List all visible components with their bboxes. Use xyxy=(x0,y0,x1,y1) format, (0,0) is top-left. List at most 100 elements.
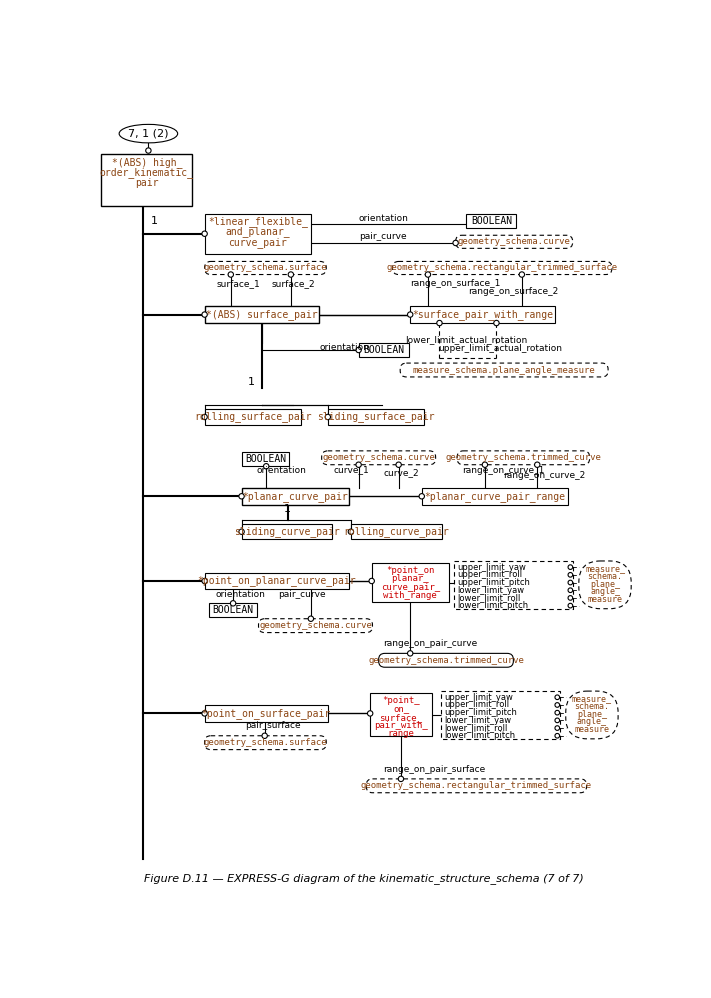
Text: measure_: measure_ xyxy=(585,564,625,573)
Text: curve_2: curve_2 xyxy=(383,468,419,477)
FancyBboxPatch shape xyxy=(259,619,373,633)
Text: upper_limit_roll: upper_limit_roll xyxy=(444,701,509,710)
Text: orientation: orientation xyxy=(215,590,265,599)
Text: geometry_schema.rectangular_trimmed_surface: geometry_schema.rectangular_trimmed_surf… xyxy=(387,263,618,272)
Bar xyxy=(410,306,555,323)
Circle shape xyxy=(407,651,413,656)
Bar xyxy=(205,306,319,323)
Text: geometry_schema.curve: geometry_schema.curve xyxy=(322,453,435,462)
Bar xyxy=(242,524,333,539)
Text: on_: on_ xyxy=(393,705,409,714)
Bar xyxy=(454,561,574,609)
Circle shape xyxy=(369,578,375,584)
Text: rolling_curve_pair: rolling_curve_pair xyxy=(343,526,449,537)
Bar xyxy=(422,488,568,505)
Text: sliding_surface_pair: sliding_surface_pair xyxy=(317,411,434,422)
Circle shape xyxy=(437,320,442,325)
Circle shape xyxy=(202,578,208,584)
Text: lower_limit_actual_rotation: lower_limit_actual_rotation xyxy=(405,334,527,343)
Circle shape xyxy=(568,604,572,608)
Circle shape xyxy=(493,320,499,325)
Text: range_on_surface_1: range_on_surface_1 xyxy=(410,278,501,287)
Text: surface_2: surface_2 xyxy=(272,279,315,288)
Circle shape xyxy=(146,148,151,154)
Text: pair_surface: pair_surface xyxy=(245,722,300,731)
FancyBboxPatch shape xyxy=(366,778,587,792)
Text: *point_on_surface_pair: *point_on_surface_pair xyxy=(202,708,331,719)
Bar xyxy=(358,343,409,357)
Text: pair_with_: pair_with_ xyxy=(374,722,428,731)
Text: *point_on: *point_on xyxy=(386,566,434,575)
Text: BOOLEAN: BOOLEAN xyxy=(245,454,286,464)
Bar xyxy=(205,705,328,722)
Circle shape xyxy=(568,573,572,577)
Text: curve_pair: curve_pair xyxy=(228,238,287,249)
Text: surface_: surface_ xyxy=(380,713,422,722)
Text: 7, 1 (2): 7, 1 (2) xyxy=(128,129,169,139)
Text: *point_on_planar_curve_pair: *point_on_planar_curve_pair xyxy=(198,576,356,587)
Bar xyxy=(466,214,516,228)
FancyBboxPatch shape xyxy=(579,561,631,609)
Bar xyxy=(102,154,192,206)
Text: measure_schema.plane_angle_measure: measure_schema.plane_angle_measure xyxy=(413,365,596,374)
Circle shape xyxy=(535,462,540,467)
Text: BOOLEAN: BOOLEAN xyxy=(363,345,404,355)
Text: BOOLEAN: BOOLEAN xyxy=(213,605,254,615)
Circle shape xyxy=(568,565,572,570)
Bar xyxy=(441,691,560,739)
Text: pair_curve: pair_curve xyxy=(279,590,326,599)
Text: *planar_curve_pair_range: *planar_curve_pair_range xyxy=(424,491,565,502)
FancyBboxPatch shape xyxy=(392,261,612,274)
Text: *surface_pair_with_range: *surface_pair_with_range xyxy=(412,309,553,320)
Text: *planar_curve_pair: *planar_curve_pair xyxy=(242,491,348,502)
Text: upper_limit_pitch: upper_limit_pitch xyxy=(444,709,517,718)
Text: range_on_surface_2: range_on_surface_2 xyxy=(468,287,558,296)
FancyBboxPatch shape xyxy=(456,236,572,249)
Circle shape xyxy=(356,462,361,467)
Circle shape xyxy=(239,529,245,534)
Bar xyxy=(370,694,432,736)
FancyBboxPatch shape xyxy=(205,261,326,274)
Circle shape xyxy=(555,726,560,731)
Text: angle_: angle_ xyxy=(577,718,607,727)
Text: *(ABS) surface_pair: *(ABS) surface_pair xyxy=(205,309,317,320)
Text: geometry_schema.trimmed_curve: geometry_schema.trimmed_curve xyxy=(446,453,602,462)
Text: upper_limit_yaw: upper_limit_yaw xyxy=(457,563,526,572)
Circle shape xyxy=(348,529,353,534)
Text: orientation: orientation xyxy=(319,343,369,352)
Circle shape xyxy=(555,703,560,708)
Text: measure: measure xyxy=(574,726,609,735)
Text: range_on_pair_curve: range_on_pair_curve xyxy=(383,639,478,648)
Text: range: range xyxy=(387,729,415,738)
FancyBboxPatch shape xyxy=(379,654,513,668)
Circle shape xyxy=(264,463,269,469)
Text: upper_limit_actual_rotation: upper_limit_actual_rotation xyxy=(439,344,562,353)
Text: with_range: with_range xyxy=(383,591,437,600)
Circle shape xyxy=(425,271,431,277)
Text: 1: 1 xyxy=(284,504,292,514)
Text: schema.: schema. xyxy=(587,572,623,581)
Circle shape xyxy=(555,695,560,700)
Text: rolling_surface_pair: rolling_surface_pair xyxy=(194,411,311,422)
Circle shape xyxy=(288,271,294,277)
Bar xyxy=(205,214,311,253)
Bar xyxy=(205,573,349,590)
Text: range_on_pair_surface: range_on_pair_surface xyxy=(383,765,486,774)
Text: sliding_curve_pair: sliding_curve_pair xyxy=(234,526,340,537)
Text: geometry_schema.surface: geometry_schema.surface xyxy=(203,263,327,272)
Text: Figure D.11 — EXPRESS-G diagram of the kinematic_structure_schema (7 of 7): Figure D.11 — EXPRESS-G diagram of the k… xyxy=(144,873,584,883)
Text: range_on_curve_1: range_on_curve_1 xyxy=(463,466,545,475)
Circle shape xyxy=(453,241,459,246)
Text: and_planar_: and_planar_ xyxy=(225,226,290,237)
Text: lower_limit_pitch: lower_limit_pitch xyxy=(444,732,515,741)
Text: upper_limit_pitch: upper_limit_pitch xyxy=(457,578,530,587)
Circle shape xyxy=(228,271,233,277)
Text: *point_: *point_ xyxy=(382,696,419,705)
Circle shape xyxy=(202,414,208,420)
Text: range_on_curve_2: range_on_curve_2 xyxy=(503,471,586,480)
Bar xyxy=(209,604,257,617)
Text: geometry_schema.trimmed_curve: geometry_schema.trimmed_curve xyxy=(368,656,524,665)
FancyBboxPatch shape xyxy=(566,691,618,739)
Text: geometry_schema.curve: geometry_schema.curve xyxy=(259,621,372,630)
Bar xyxy=(351,524,442,539)
